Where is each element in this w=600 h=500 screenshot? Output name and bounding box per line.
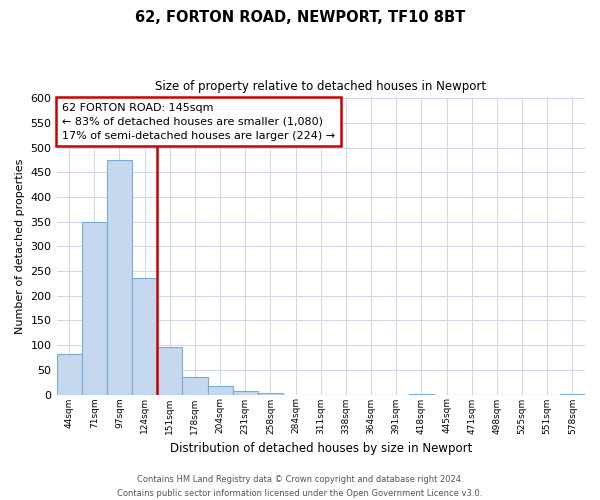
Bar (208, 386, 233, 394)
Bar (233, 391, 258, 394)
Bar (258, 393, 283, 394)
Bar (157, 346, 182, 395)
Bar (56, 354, 82, 395)
Text: 62, FORTON ROAD, NEWPORT, TF10 8BT: 62, FORTON ROAD, NEWPORT, TF10 8BT (135, 10, 465, 25)
X-axis label: Distribution of detached houses by size in Newport: Distribution of detached houses by size … (170, 442, 472, 455)
Text: 62 FORTON ROAD: 145sqm
← 83% of detached houses are smaller (1,080)
17% of semi-: 62 FORTON ROAD: 145sqm ← 83% of detached… (62, 103, 335, 141)
Bar (182, 377, 208, 394)
Text: Contains HM Land Registry data © Crown copyright and database right 2024.
Contai: Contains HM Land Registry data © Crown c… (118, 476, 482, 498)
Bar (132, 278, 157, 394)
Title: Size of property relative to detached houses in Newport: Size of property relative to detached ho… (155, 80, 487, 93)
Bar (82, 222, 107, 394)
Bar (107, 160, 132, 394)
Y-axis label: Number of detached properties: Number of detached properties (15, 158, 25, 334)
